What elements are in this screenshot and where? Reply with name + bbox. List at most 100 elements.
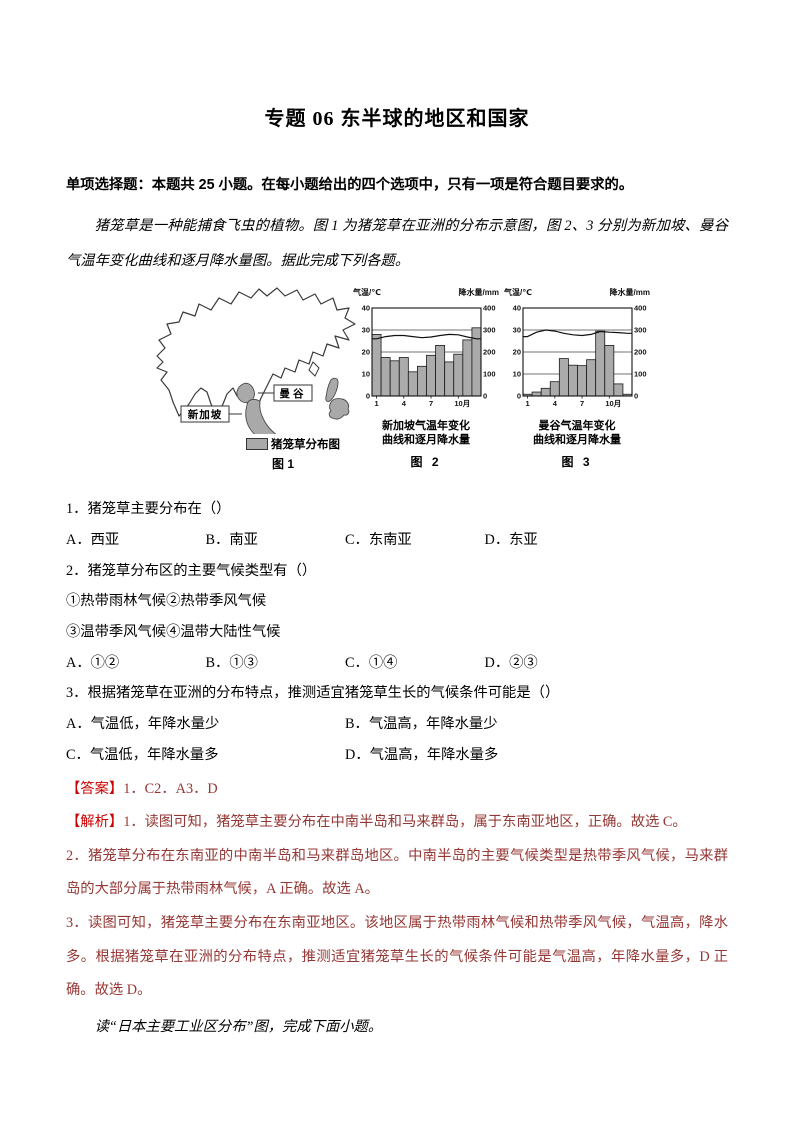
svg-text:400: 400 xyxy=(483,304,496,313)
philippines-shade xyxy=(325,377,339,402)
question-2-options: A．①② B．①③ C．①④ D．②③ xyxy=(66,648,728,679)
svg-text:7: 7 xyxy=(429,399,433,408)
plot-frame xyxy=(522,307,633,397)
svg-text:200: 200 xyxy=(634,348,647,357)
answer-text: 1．C2．A3．D xyxy=(123,780,218,797)
precipitation-bars xyxy=(522,330,633,397)
svg-text:0: 0 xyxy=(483,392,487,401)
answer-label: 【答案】 xyxy=(66,780,124,797)
plot-frame xyxy=(371,307,482,397)
svg-text:300: 300 xyxy=(634,326,647,335)
q2-option-c: C．①④ xyxy=(345,654,398,671)
q1-option-a: A．西亚 xyxy=(66,531,120,548)
question-2-text: 2．猪笼草分布区的主要气候类型有（） xyxy=(66,562,317,579)
closing-passage: 读“日本主要工业区分布”图，完成下面小题。 xyxy=(94,1018,383,1035)
figure3-number: 图 3 xyxy=(561,455,593,470)
singapore-label-box xyxy=(180,405,230,423)
analysis-item-3: 3．读图可知，猪笼草主要分布在东南亚地区。该地区属于热带雨林气候和热带季风气候，… xyxy=(66,915,728,999)
svg-text:4: 4 xyxy=(402,399,407,408)
svg-text:20: 20 xyxy=(362,348,370,357)
climate-chart-singapore: 0 10 20 30 40 0 100 200 300 400 1 4 7 10月 气温/℃ 降水量/mm xyxy=(352,286,499,415)
svg-text:30: 30 xyxy=(362,326,370,335)
figure3-block: 0 10 20 30 40 0 100 200 300 400 1 4 7 10月 气温/℃ 降水量/mm 曼… xyxy=(503,286,650,470)
legend-swatch xyxy=(246,438,268,451)
svg-text:0: 0 xyxy=(366,392,370,401)
svg-text:100: 100 xyxy=(483,370,496,379)
q3-option-c: C．气温低，年降水量多 xyxy=(66,746,219,763)
svg-text:1: 1 xyxy=(374,399,378,408)
figure2-block: 0 10 20 30 40 0 100 200 300 400 1 4 7 10月 气温/℃ 降水量/mm 新… xyxy=(352,286,499,470)
q2-item-line-2: ③温带季风气候④温带大陆性气候 xyxy=(66,624,281,640)
question-3-options-row2: C．气温低，年降水量多 D．气温高，年降水量多 xyxy=(66,740,728,771)
figure3-caption-line1: 曼谷气温年变化 xyxy=(538,420,616,433)
svg-text:10月: 10月 xyxy=(605,399,621,408)
svg-text:40: 40 xyxy=(513,304,521,313)
temperature-line xyxy=(372,333,481,340)
singapore-label: 新加坡 xyxy=(188,408,223,421)
intro-passage: 猪笼草是一种能捕食飞虫的植物。图 1 为猪笼草在亚洲的分布示意图，图 2、3 分… xyxy=(66,218,728,269)
analysis-item-2: 2．猪笼草分布在东南亚的中南半岛和马来群岛地区。中南半岛的主要气候类型是热带季风… xyxy=(66,847,728,898)
svg-text:1: 1 xyxy=(525,399,529,408)
analysis-item-1: 【解析】1．读图可知，猪笼草主要分布在中南半岛和马来群岛，属于东南亚地区，正确。… xyxy=(66,806,728,840)
question-3-options-row1: A．气温低，年降水量少 B．气温高，年降水量少 xyxy=(66,709,728,740)
bangkok-label-box xyxy=(273,384,313,402)
svg-text:10: 10 xyxy=(513,370,521,379)
question-1-options: A．西亚 B．南亚 C．东南亚 D．东亚 xyxy=(66,525,728,556)
q3-option-d: D．气温高，年降水量多 xyxy=(345,746,499,763)
exam-instructions: 单项选择题：本题共 25 小题。在每小题给出的四个选项中，只有一项是符合题目要求… xyxy=(66,177,634,193)
asia-outline xyxy=(156,287,356,421)
svg-text:7: 7 xyxy=(580,399,584,408)
q2-option-b: B．①③ xyxy=(205,654,258,671)
q1-option-c: C．东南亚 xyxy=(345,531,412,548)
borneo-shade xyxy=(328,398,350,420)
legend-label: 猪笼草分布图 xyxy=(271,439,340,452)
svg-text:降水量/mm: 降水量/mm xyxy=(459,287,499,297)
q3-option-b: B．气温高，年降水量少 xyxy=(345,716,498,733)
indochina-shade xyxy=(236,382,255,404)
malay-sumatra-shade xyxy=(245,399,292,449)
climate-chart-bangkok: 0 10 20 30 40 0 100 200 300 400 1 4 7 10月 气温/℃ 降水量/mm xyxy=(503,286,650,415)
q3-option-a: A．气温低，年降水量少 xyxy=(66,716,220,733)
svg-text:40: 40 xyxy=(362,304,370,313)
precipitation-bars xyxy=(371,327,482,397)
analysis-label: 【解析】 xyxy=(66,814,124,831)
svg-text:10月: 10月 xyxy=(454,399,470,408)
bangkok-label: 曼谷 xyxy=(280,387,307,400)
analysis-text-1: 1．读图可知，猪笼草主要分布在中南半岛和马来群岛，属于东南亚地区，正确。故选 C… xyxy=(123,814,687,831)
answer-line: 【答案】1．C2．A3．D xyxy=(66,773,728,807)
figure2-caption-line1: 新加坡气温年变化 xyxy=(382,420,470,433)
question-3-text: 3．根据猪笼草在亚洲的分布特点，推测适宜猪笼草生长的气候条件可能是（） xyxy=(66,685,560,702)
svg-text:300: 300 xyxy=(483,326,496,335)
q2-option-d: D．②③ xyxy=(484,654,538,671)
svg-text:0: 0 xyxy=(517,392,521,401)
svg-text:400: 400 xyxy=(634,304,647,313)
japan-island xyxy=(308,361,320,377)
page-content: 专题 06 东半球的地区和国家 单项选择题：本题共 25 小题。在每小题给出的四… xyxy=(66,0,728,1044)
figure-row: 曼谷 新加坡 猪笼草分布图 图 1 0 10 20 30 40 0 100 200 300 400… xyxy=(66,284,728,482)
figure2-caption-line2: 曲线和逐月降水量 xyxy=(382,434,470,447)
svg-text:10: 10 xyxy=(362,370,370,379)
q2-option-a: A．①② xyxy=(66,654,120,671)
svg-text:30: 30 xyxy=(513,326,521,335)
figure2-caption: 新加坡气温年变化 曲线和逐月降水量 xyxy=(353,419,499,447)
map-legend: 猪笼草分布图 xyxy=(246,436,340,452)
asia-map: 曼谷 新加坡 xyxy=(156,287,356,449)
svg-text:100: 100 xyxy=(634,370,647,379)
svg-text:气温/℃: 气温/℃ xyxy=(504,287,532,297)
svg-text:气温/℃: 气温/℃ xyxy=(353,287,381,297)
svg-text:0: 0 xyxy=(634,392,638,401)
page-title: 专题 06 东半球的地区和国家 xyxy=(264,108,530,130)
figure1-number: 图 1 xyxy=(272,457,295,472)
q1-option-d: D．东亚 xyxy=(484,531,538,548)
svg-text:20: 20 xyxy=(513,348,521,357)
temperature-line xyxy=(523,329,632,338)
answer-analysis-section: 【答案】1．C2．A3．D 【解析】1．读图可知，猪笼草主要分布在中南半岛和马来… xyxy=(66,773,728,1008)
svg-text:降水量/mm: 降水量/mm xyxy=(610,287,650,297)
figure2-number: 图 2 xyxy=(410,455,442,470)
figure1-asia-map: 曼谷 新加坡 猪笼草分布图 图 1 xyxy=(145,284,361,471)
